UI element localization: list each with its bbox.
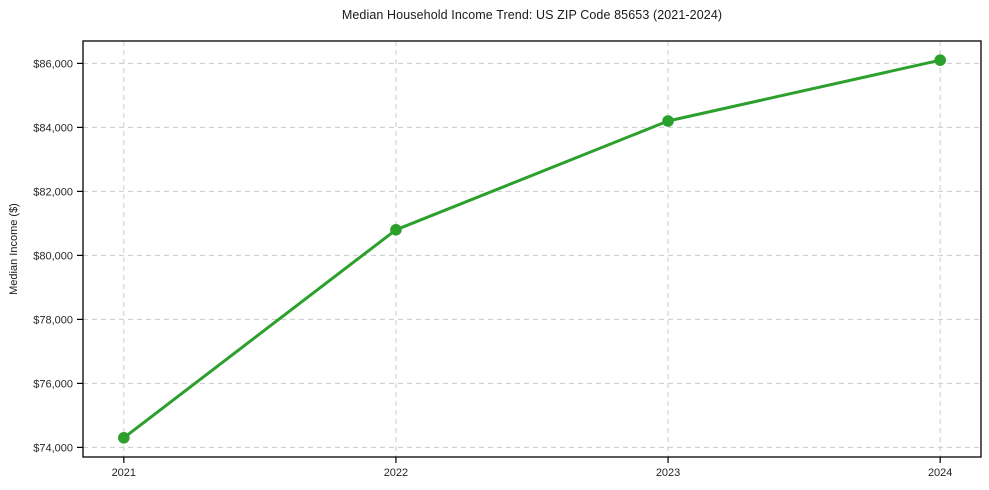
y-tick-label: $84,000 bbox=[33, 122, 73, 134]
chart-title: Median Household Income Trend: US ZIP Co… bbox=[341, 8, 723, 22]
y-tick-label: $82,000 bbox=[33, 186, 73, 198]
trend-line bbox=[122, 58, 942, 440]
data-point-marker bbox=[662, 115, 674, 127]
y-tick-label: $80,000 bbox=[33, 250, 73, 262]
x-tick-label: 2022 bbox=[384, 467, 408, 479]
y-tick-label: $76,000 bbox=[33, 378, 73, 390]
data-point-marker bbox=[934, 54, 946, 66]
data-point-marker bbox=[390, 224, 402, 236]
x-tick-label: 2023 bbox=[656, 467, 680, 479]
y-tick-label: $86,000 bbox=[33, 58, 73, 70]
plot-frame bbox=[82, 40, 982, 458]
y-tick-label: $74,000 bbox=[33, 442, 73, 454]
x-tick-label: 2021 bbox=[112, 467, 136, 479]
y-tick-label: $78,000 bbox=[33, 314, 73, 326]
x-tick-label: 2024 bbox=[928, 467, 952, 479]
data-point-marker bbox=[118, 432, 130, 444]
